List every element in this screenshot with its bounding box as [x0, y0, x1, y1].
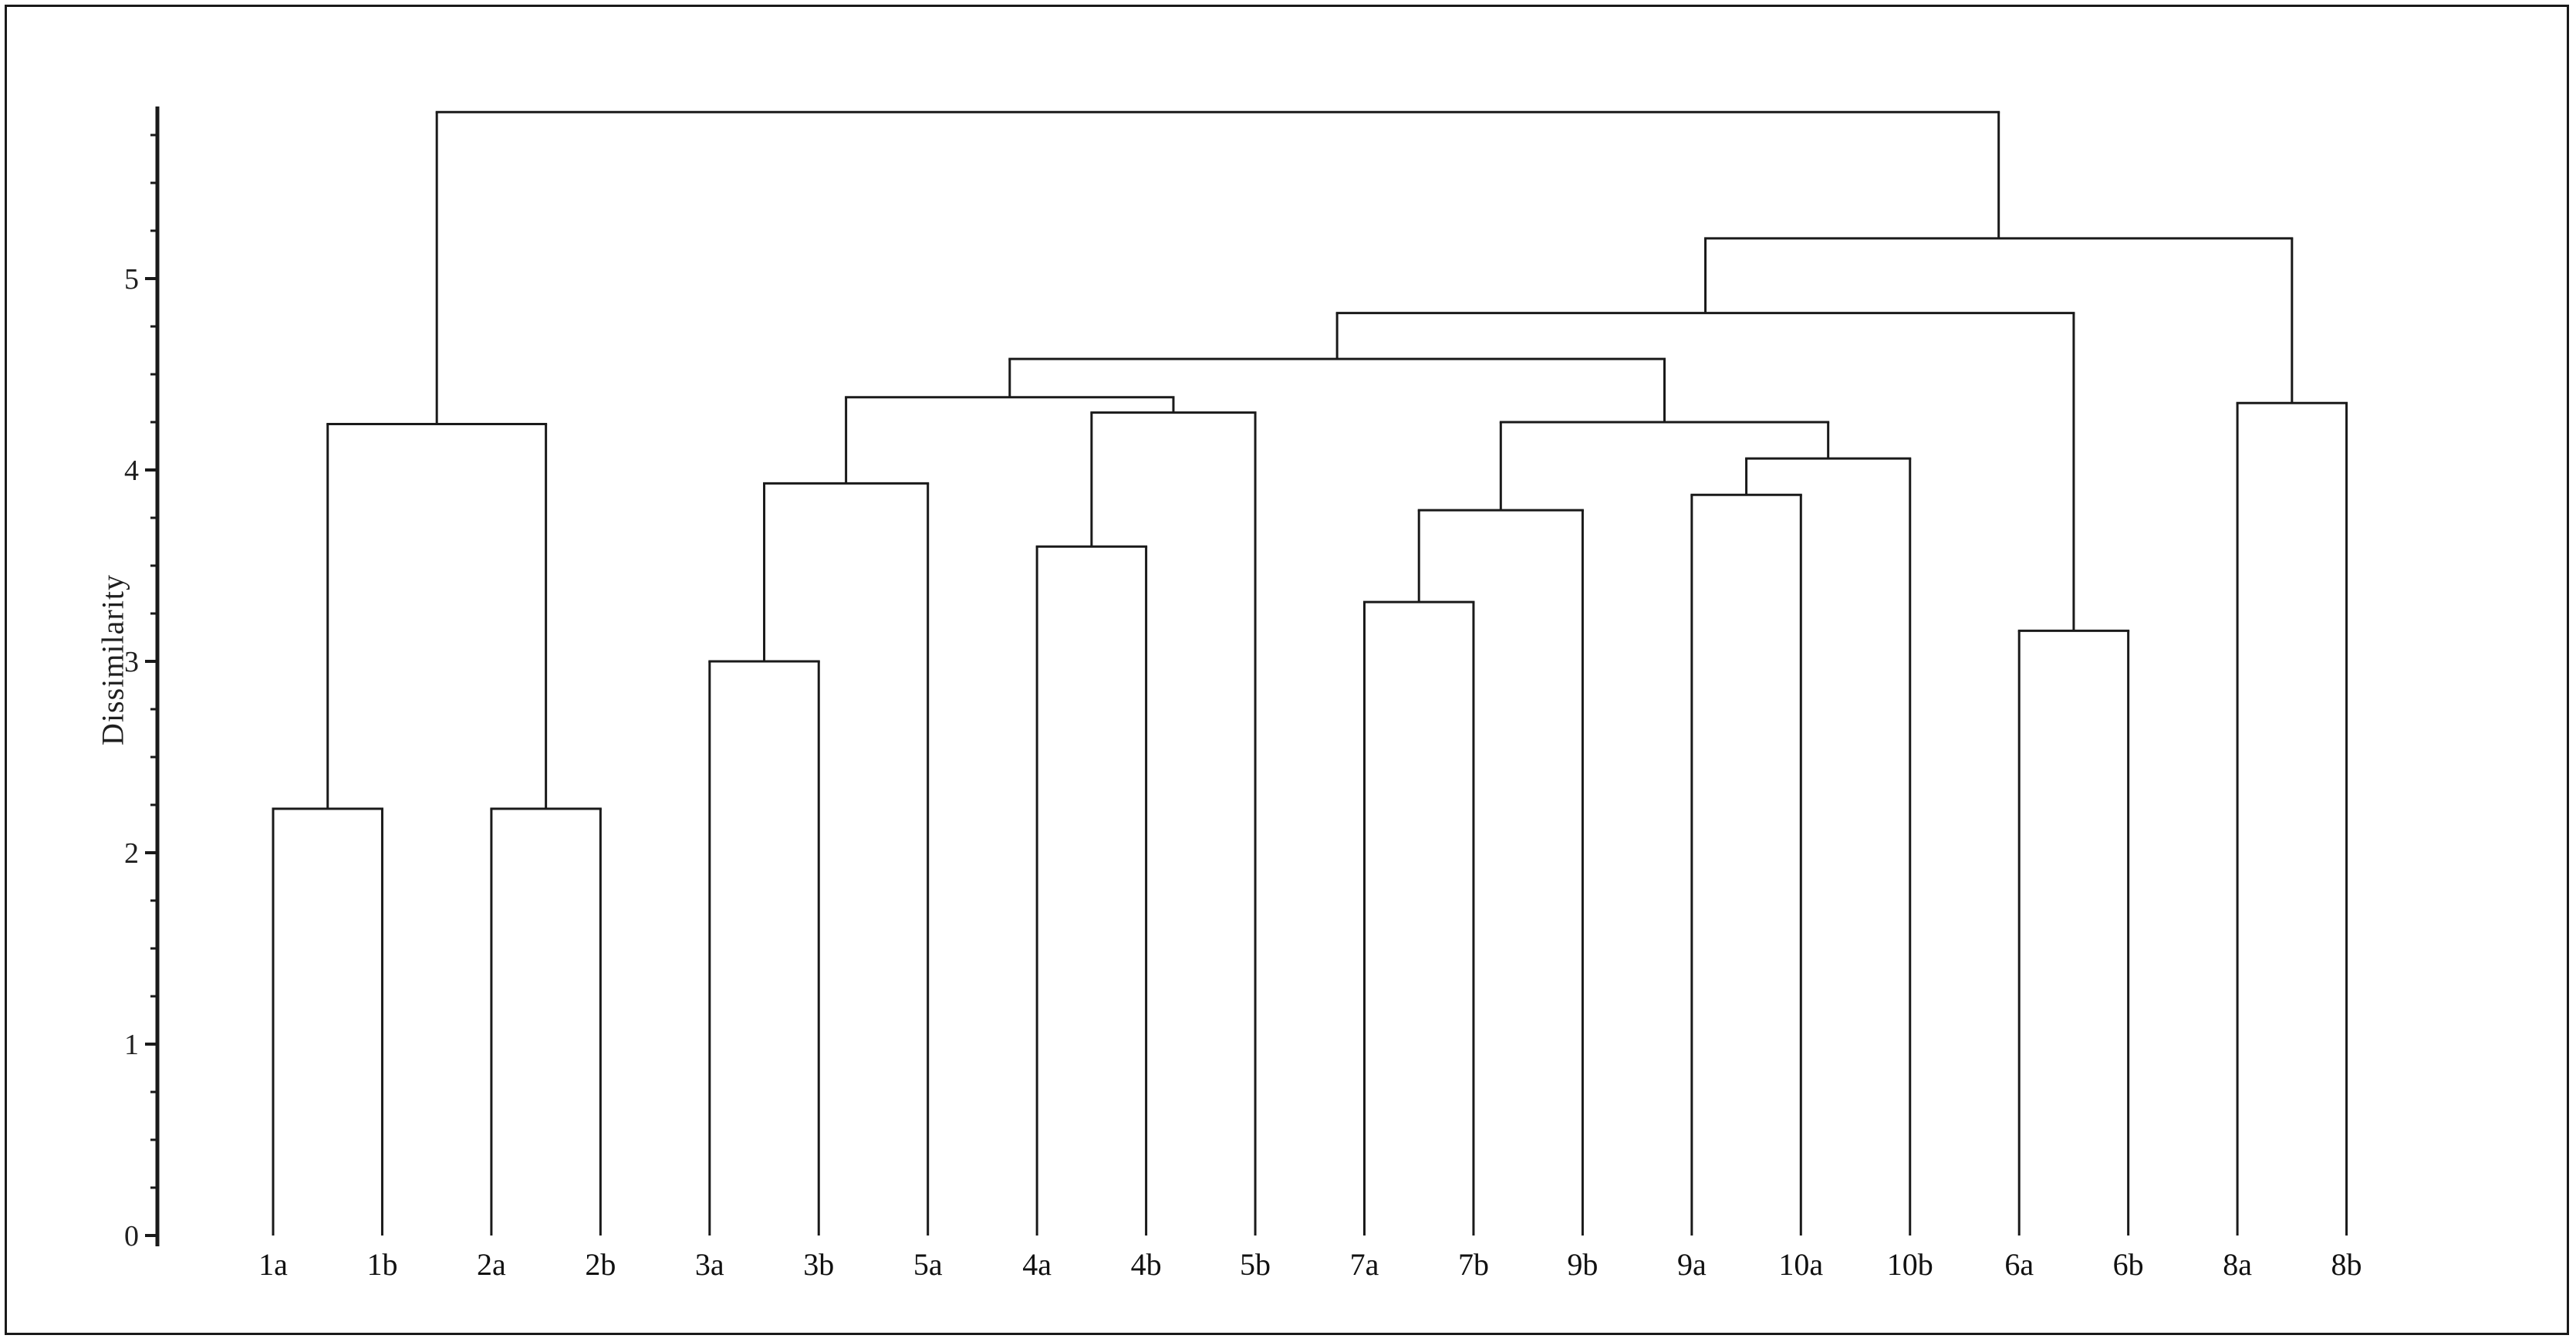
- leaf-label: 5b: [1240, 1247, 1271, 1282]
- leaf-label: 8b: [2331, 1247, 2362, 1282]
- leaf-label: 8a: [2223, 1247, 2252, 1282]
- leaf-label: 3a: [695, 1247, 724, 1282]
- leaf-label: 1b: [366, 1247, 397, 1282]
- y-tick-label: 1: [124, 1029, 139, 1061]
- figure-border: [5, 5, 2569, 1335]
- leaf-label: 5a: [913, 1247, 943, 1282]
- leaf-label: 3b: [803, 1247, 834, 1282]
- leaf-label: 10b: [1887, 1247, 1933, 1282]
- leaf-label: 2b: [585, 1247, 616, 1282]
- y-axis-label: Dissimilarity: [95, 574, 130, 745]
- leaf-label: 1a: [258, 1247, 288, 1282]
- leaf-label: 9b: [1567, 1247, 1598, 1282]
- leaf-label: 10a: [1778, 1247, 1823, 1282]
- y-tick-label: 5: [124, 263, 139, 296]
- leaf-label: 4b: [1131, 1247, 1162, 1282]
- leaf-label: 2a: [477, 1247, 506, 1282]
- leaf-label: 7b: [1458, 1247, 1489, 1282]
- leaf-label: 9a: [1677, 1247, 1707, 1282]
- leaf-label: 6b: [2113, 1247, 2144, 1282]
- y-tick-label: 0: [124, 1220, 139, 1252]
- leaf-label: 4a: [1022, 1247, 1052, 1282]
- y-tick-label: 2: [124, 837, 139, 870]
- leaf-label: 6a: [2004, 1247, 2034, 1282]
- y-tick-label: 4: [124, 455, 139, 487]
- leaf-label: 7a: [1350, 1247, 1379, 1282]
- y-tick-label: 3: [124, 646, 139, 678]
